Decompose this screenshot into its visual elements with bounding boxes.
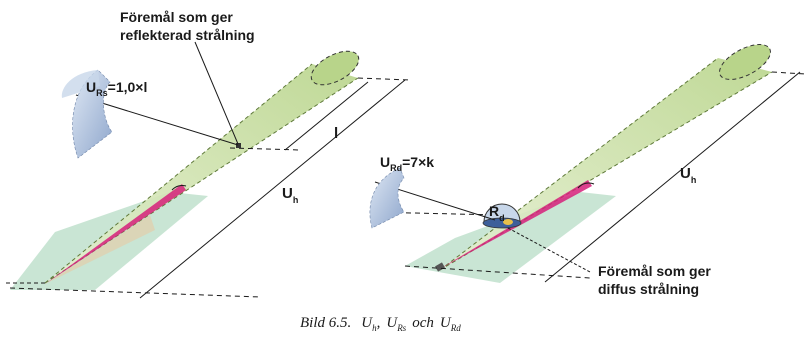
diffus-label-line1: Föremål som ger	[598, 263, 711, 279]
reflecting-object-marker	[236, 143, 241, 148]
right-laser-beam	[440, 58, 772, 270]
uh-left-label: Uh	[282, 185, 298, 205]
right-beam-end	[719, 44, 771, 80]
left-beam-end	[310, 50, 360, 86]
right-diagram	[369, 44, 806, 283]
diffuse-object-dome	[483, 203, 521, 223]
rd-label: Rd	[489, 203, 505, 223]
right-reflection-wedge	[369, 167, 405, 229]
l-label: l	[334, 125, 338, 142]
left-diagram	[5, 41, 411, 299]
reflect-label-line1: Föremål som ger	[120, 9, 233, 25]
urd-label: URd=7×k	[380, 154, 434, 173]
diffus-label-line2: diffus strålning	[598, 281, 699, 297]
right-ground-plane	[405, 192, 616, 283]
reflect-label-line2: reflekterad strålning	[120, 27, 255, 43]
left-laser-core	[45, 184, 186, 284]
uh-right-label: Uh	[680, 165, 696, 185]
urs-label: URs=1,0×l	[86, 79, 147, 98]
left-reflection-wedge	[72, 69, 113, 159]
figure-caption: Bild 6.5. Uh, URs och URd	[300, 315, 461, 333]
